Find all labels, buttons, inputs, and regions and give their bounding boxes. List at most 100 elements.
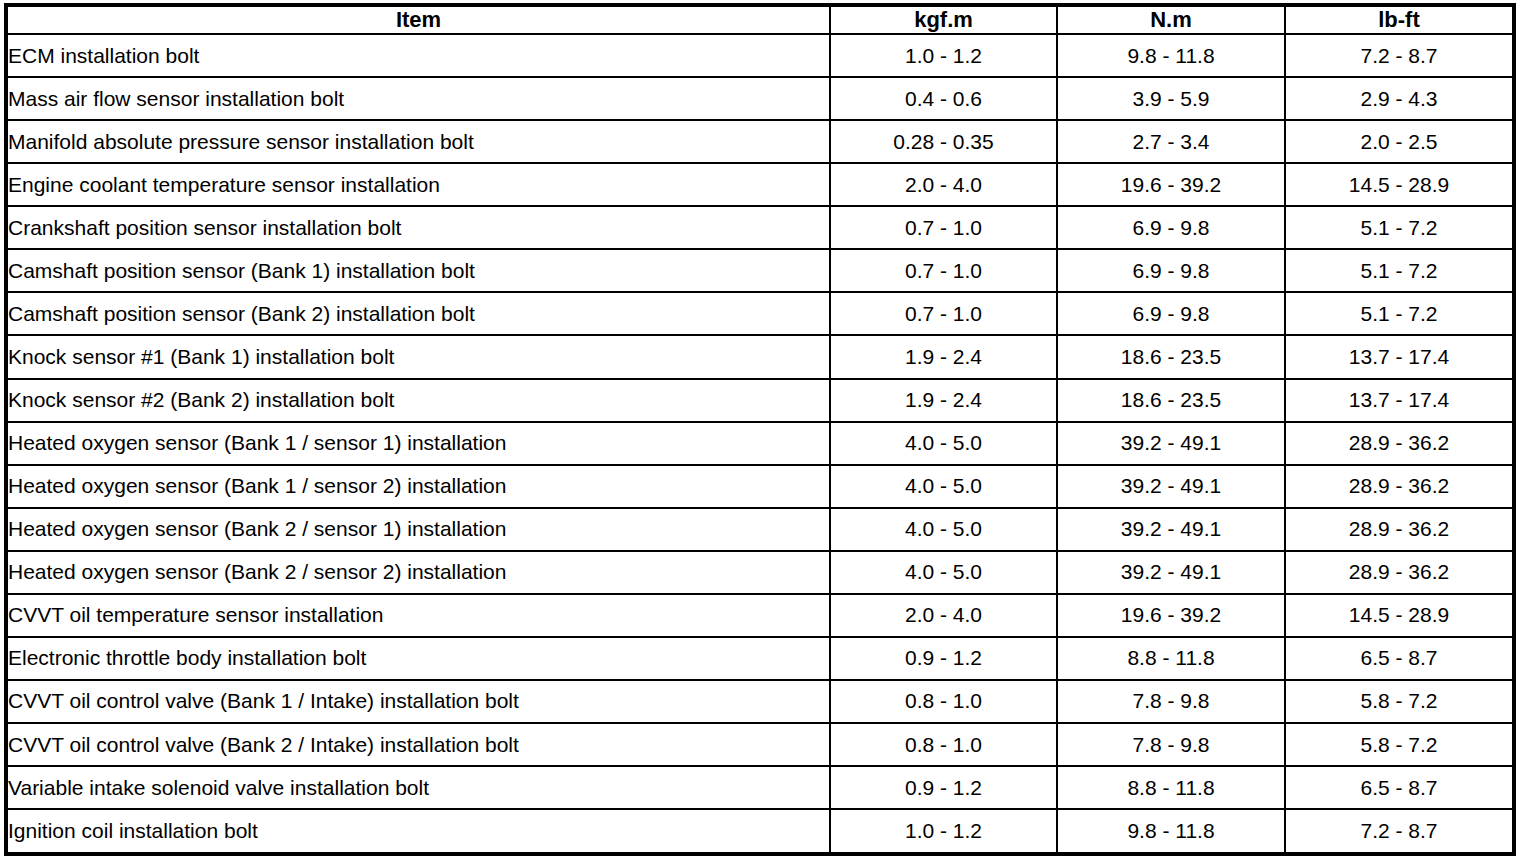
item-cell: Variable intake solenoid valve installat… <box>6 766 830 809</box>
lbft-cell: 2.0 - 2.5 <box>1285 120 1514 163</box>
item-cell: Knock sensor #1 (Bank 1) installation bo… <box>6 335 830 378</box>
nm-cell: 6.9 - 9.8 <box>1057 249 1285 292</box>
kgfm-cell: 2.0 - 4.0 <box>830 163 1057 206</box>
table-row: Variable intake solenoid valve installat… <box>6 766 1514 809</box>
lbft-cell: 5.1 - 7.2 <box>1285 206 1514 249</box>
kgfm-cell: 4.0 - 5.0 <box>830 508 1057 551</box>
item-cell: Manifold absolute pressure sensor instal… <box>6 120 830 163</box>
item-cell: CVVT oil temperature sensor installation <box>6 594 830 637</box>
table-row: Knock sensor #2 (Bank 2) installation bo… <box>6 379 1514 422</box>
item-cell: Crankshaft position sensor installation … <box>6 206 830 249</box>
kgfm-cell: 2.0 - 4.0 <box>830 594 1057 637</box>
item-cell: Camshaft position sensor (Bank 2) instal… <box>6 292 830 335</box>
nm-cell: 9.8 - 11.8 <box>1057 34 1285 77</box>
lbft-cell: 14.5 - 28.9 <box>1285 163 1514 206</box>
kgfm-cell: 1.0 - 1.2 <box>830 809 1057 854</box>
table-row: ECM installation bolt 1.0 - 1.2 9.8 - 11… <box>6 34 1514 77</box>
kgfm-cell: 0.9 - 1.2 <box>830 637 1057 680</box>
item-cell: CVVT oil control valve (Bank 1 / Intake)… <box>6 680 830 723</box>
table-row: CVVT oil temperature sensor installation… <box>6 594 1514 637</box>
nm-cell: 2.7 - 3.4 <box>1057 120 1285 163</box>
kgfm-cell: 0.7 - 1.0 <box>830 292 1057 335</box>
table-row: Knock sensor #1 (Bank 1) installation bo… <box>6 335 1514 378</box>
nm-cell: 6.9 - 9.8 <box>1057 292 1285 335</box>
item-cell: Heated oxygen sensor (Bank 2 / sensor 1)… <box>6 508 830 551</box>
lbft-cell: 13.7 - 17.4 <box>1285 335 1514 378</box>
column-header-kgfm: kgf.m <box>830 5 1057 34</box>
kgfm-cell: 0.4 - 0.6 <box>830 77 1057 120</box>
kgfm-cell: 1.9 - 2.4 <box>830 335 1057 378</box>
nm-cell: 39.2 - 49.1 <box>1057 508 1285 551</box>
item-cell: Heated oxygen sensor (Bank 2 / sensor 2)… <box>6 551 830 594</box>
table-row: Manifold absolute pressure sensor instal… <box>6 120 1514 163</box>
lbft-cell: 6.5 - 8.7 <box>1285 766 1514 809</box>
page: Item kgf.m N.m lb-ft ECM installation bo… <box>0 0 1520 860</box>
nm-cell: 7.8 - 9.8 <box>1057 723 1285 766</box>
header-row: Item kgf.m N.m lb-ft <box>6 5 1514 34</box>
item-cell: ECM installation bolt <box>6 34 830 77</box>
kgfm-cell: 4.0 - 5.0 <box>830 422 1057 465</box>
table-row: Heated oxygen sensor (Bank 2 / sensor 2)… <box>6 551 1514 594</box>
nm-cell: 9.8 - 11.8 <box>1057 809 1285 854</box>
nm-cell: 8.8 - 11.8 <box>1057 766 1285 809</box>
nm-cell: 18.6 - 23.5 <box>1057 335 1285 378</box>
item-cell: CVVT oil control valve (Bank 2 / Intake)… <box>6 723 830 766</box>
lbft-cell: 14.5 - 28.9 <box>1285 594 1514 637</box>
lbft-cell: 13.7 - 17.4 <box>1285 379 1514 422</box>
nm-cell: 19.6 - 39.2 <box>1057 594 1285 637</box>
table-row: Electronic throttle body installation bo… <box>6 637 1514 680</box>
lbft-cell: 5.8 - 7.2 <box>1285 723 1514 766</box>
item-cell: Knock sensor #2 (Bank 2) installation bo… <box>6 379 830 422</box>
lbft-cell: 6.5 - 8.7 <box>1285 637 1514 680</box>
kgfm-cell: 0.8 - 1.0 <box>830 680 1057 723</box>
nm-cell: 39.2 - 49.1 <box>1057 422 1285 465</box>
item-cell: Heated oxygen sensor (Bank 1 / sensor 2)… <box>6 465 830 508</box>
table-row: Mass air flow sensor installation bolt 0… <box>6 77 1514 120</box>
item-cell: Ignition coil installation bolt <box>6 809 830 854</box>
table-row: CVVT oil control valve (Bank 2 / Intake)… <box>6 723 1514 766</box>
lbft-cell: 5.8 - 7.2 <box>1285 680 1514 723</box>
column-header-lbft: lb-ft <box>1285 5 1514 34</box>
nm-cell: 6.9 - 9.8 <box>1057 206 1285 249</box>
lbft-cell: 7.2 - 8.7 <box>1285 809 1514 854</box>
table-row: Engine coolant temperature sensor instal… <box>6 163 1514 206</box>
table-row: Crankshaft position sensor installation … <box>6 206 1514 249</box>
lbft-cell: 28.9 - 36.2 <box>1285 508 1514 551</box>
nm-cell: 8.8 - 11.8 <box>1057 637 1285 680</box>
table-row: Camshaft position sensor (Bank 1) instal… <box>6 249 1514 292</box>
nm-cell: 18.6 - 23.5 <box>1057 379 1285 422</box>
item-cell: Heated oxygen sensor (Bank 1 / sensor 1)… <box>6 422 830 465</box>
nm-cell: 39.2 - 49.1 <box>1057 465 1285 508</box>
lbft-cell: 28.9 - 36.2 <box>1285 551 1514 594</box>
kgfm-cell: 0.9 - 1.2 <box>830 766 1057 809</box>
column-header-item: Item <box>6 5 830 34</box>
kgfm-cell: 4.0 - 5.0 <box>830 551 1057 594</box>
kgfm-cell: 0.7 - 1.0 <box>830 206 1057 249</box>
nm-cell: 19.6 - 39.2 <box>1057 163 1285 206</box>
kgfm-cell: 0.7 - 1.0 <box>830 249 1057 292</box>
kgfm-cell: 0.28 - 0.35 <box>830 120 1057 163</box>
lbft-cell: 28.9 - 36.2 <box>1285 465 1514 508</box>
torque-spec-table: Item kgf.m N.m lb-ft ECM installation bo… <box>4 3 1516 856</box>
nm-cell: 7.8 - 9.8 <box>1057 680 1285 723</box>
table-row: Heated oxygen sensor (Bank 1 / sensor 1)… <box>6 422 1514 465</box>
table-row: Heated oxygen sensor (Bank 1 / sensor 2)… <box>6 465 1514 508</box>
column-header-nm: N.m <box>1057 5 1285 34</box>
item-cell: Electronic throttle body installation bo… <box>6 637 830 680</box>
item-cell: Mass air flow sensor installation bolt <box>6 77 830 120</box>
kgfm-cell: 0.8 - 1.0 <box>830 723 1057 766</box>
kgfm-cell: 1.9 - 2.4 <box>830 379 1057 422</box>
lbft-cell: 5.1 - 7.2 <box>1285 292 1514 335</box>
kgfm-cell: 4.0 - 5.0 <box>830 465 1057 508</box>
item-cell: Camshaft position sensor (Bank 1) instal… <box>6 249 830 292</box>
nm-cell: 39.2 - 49.1 <box>1057 551 1285 594</box>
lbft-cell: 2.9 - 4.3 <box>1285 77 1514 120</box>
table-row: Heated oxygen sensor (Bank 2 / sensor 1)… <box>6 508 1514 551</box>
lbft-cell: 28.9 - 36.2 <box>1285 422 1514 465</box>
table-row: Camshaft position sensor (Bank 2) instal… <box>6 292 1514 335</box>
table-row: CVVT oil control valve (Bank 1 / Intake)… <box>6 680 1514 723</box>
lbft-cell: 7.2 - 8.7 <box>1285 34 1514 77</box>
kgfm-cell: 1.0 - 1.2 <box>830 34 1057 77</box>
item-cell: Engine coolant temperature sensor instal… <box>6 163 830 206</box>
table-body: ECM installation bolt 1.0 - 1.2 9.8 - 11… <box>6 34 1514 854</box>
